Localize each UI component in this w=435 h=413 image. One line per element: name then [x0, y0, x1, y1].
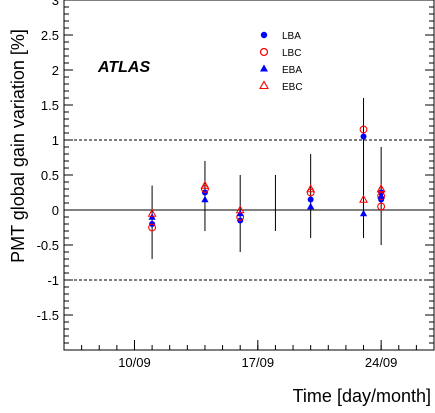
point-ebc	[147, 208, 157, 217]
point-ebc	[306, 184, 316, 193]
legend-marker-lba	[260, 31, 268, 39]
y-tick-label: 0	[52, 203, 59, 218]
point-eba	[201, 195, 209, 203]
y-tick-label: 1.5	[41, 98, 59, 113]
point-lbc	[306, 188, 315, 197]
legend-marker-ebc	[259, 80, 269, 90]
point-lbc	[148, 223, 157, 232]
x-tick-label: 17/09	[242, 355, 275, 370]
error-bars	[151, 98, 382, 259]
data-markers	[147, 125, 386, 232]
point-eba	[377, 192, 385, 199]
legend-marker-lbc	[259, 47, 269, 57]
y-tick-label: 0.5	[41, 168, 59, 183]
x-axis-title: Time [day/month]	[293, 386, 431, 406]
y-tick-label: 2.5	[41, 28, 59, 43]
point-lbc	[377, 202, 386, 211]
x-tick-label: 10/09	[118, 355, 151, 370]
point-ebc	[200, 180, 210, 189]
point-eba	[307, 202, 315, 210]
legend-label-lbc: LBC	[282, 48, 301, 59]
legend-label-eba: EBA	[282, 65, 302, 76]
y-axis: -1.5 -1 -0.5 0 0.5 1 1.5 2 2.5 3	[37, 0, 434, 351]
y-tick-label: -0.5	[37, 238, 59, 253]
experiment-label: ATLAS	[97, 59, 150, 76]
point-ebc	[376, 184, 386, 193]
legend: LBA LBC EBA EBC	[247, 21, 344, 97]
legend-marker-eba	[260, 64, 268, 72]
point-lba	[360, 133, 367, 140]
y-tick-label: 2	[52, 63, 59, 78]
reference-lines	[64, 139, 434, 281]
x-tick-label: 24/09	[365, 355, 398, 370]
legend-label-lba: LBA	[282, 31, 301, 42]
y-tick-label: 1	[52, 133, 59, 148]
point-lbc	[359, 125, 368, 134]
y-axis-title: PMT global gain variation [%]	[8, 29, 28, 263]
y-tick-label: -1	[47, 273, 59, 288]
legend-label-ebc: EBC	[282, 82, 303, 93]
point-lba	[307, 196, 314, 203]
y-tick-label: 3	[52, 0, 59, 8]
point-ebc	[359, 194, 368, 203]
point-lbc	[201, 185, 209, 193]
y-tick-label: -1.5	[37, 308, 59, 323]
point-ebc	[235, 205, 245, 214]
point-eba	[359, 209, 368, 217]
